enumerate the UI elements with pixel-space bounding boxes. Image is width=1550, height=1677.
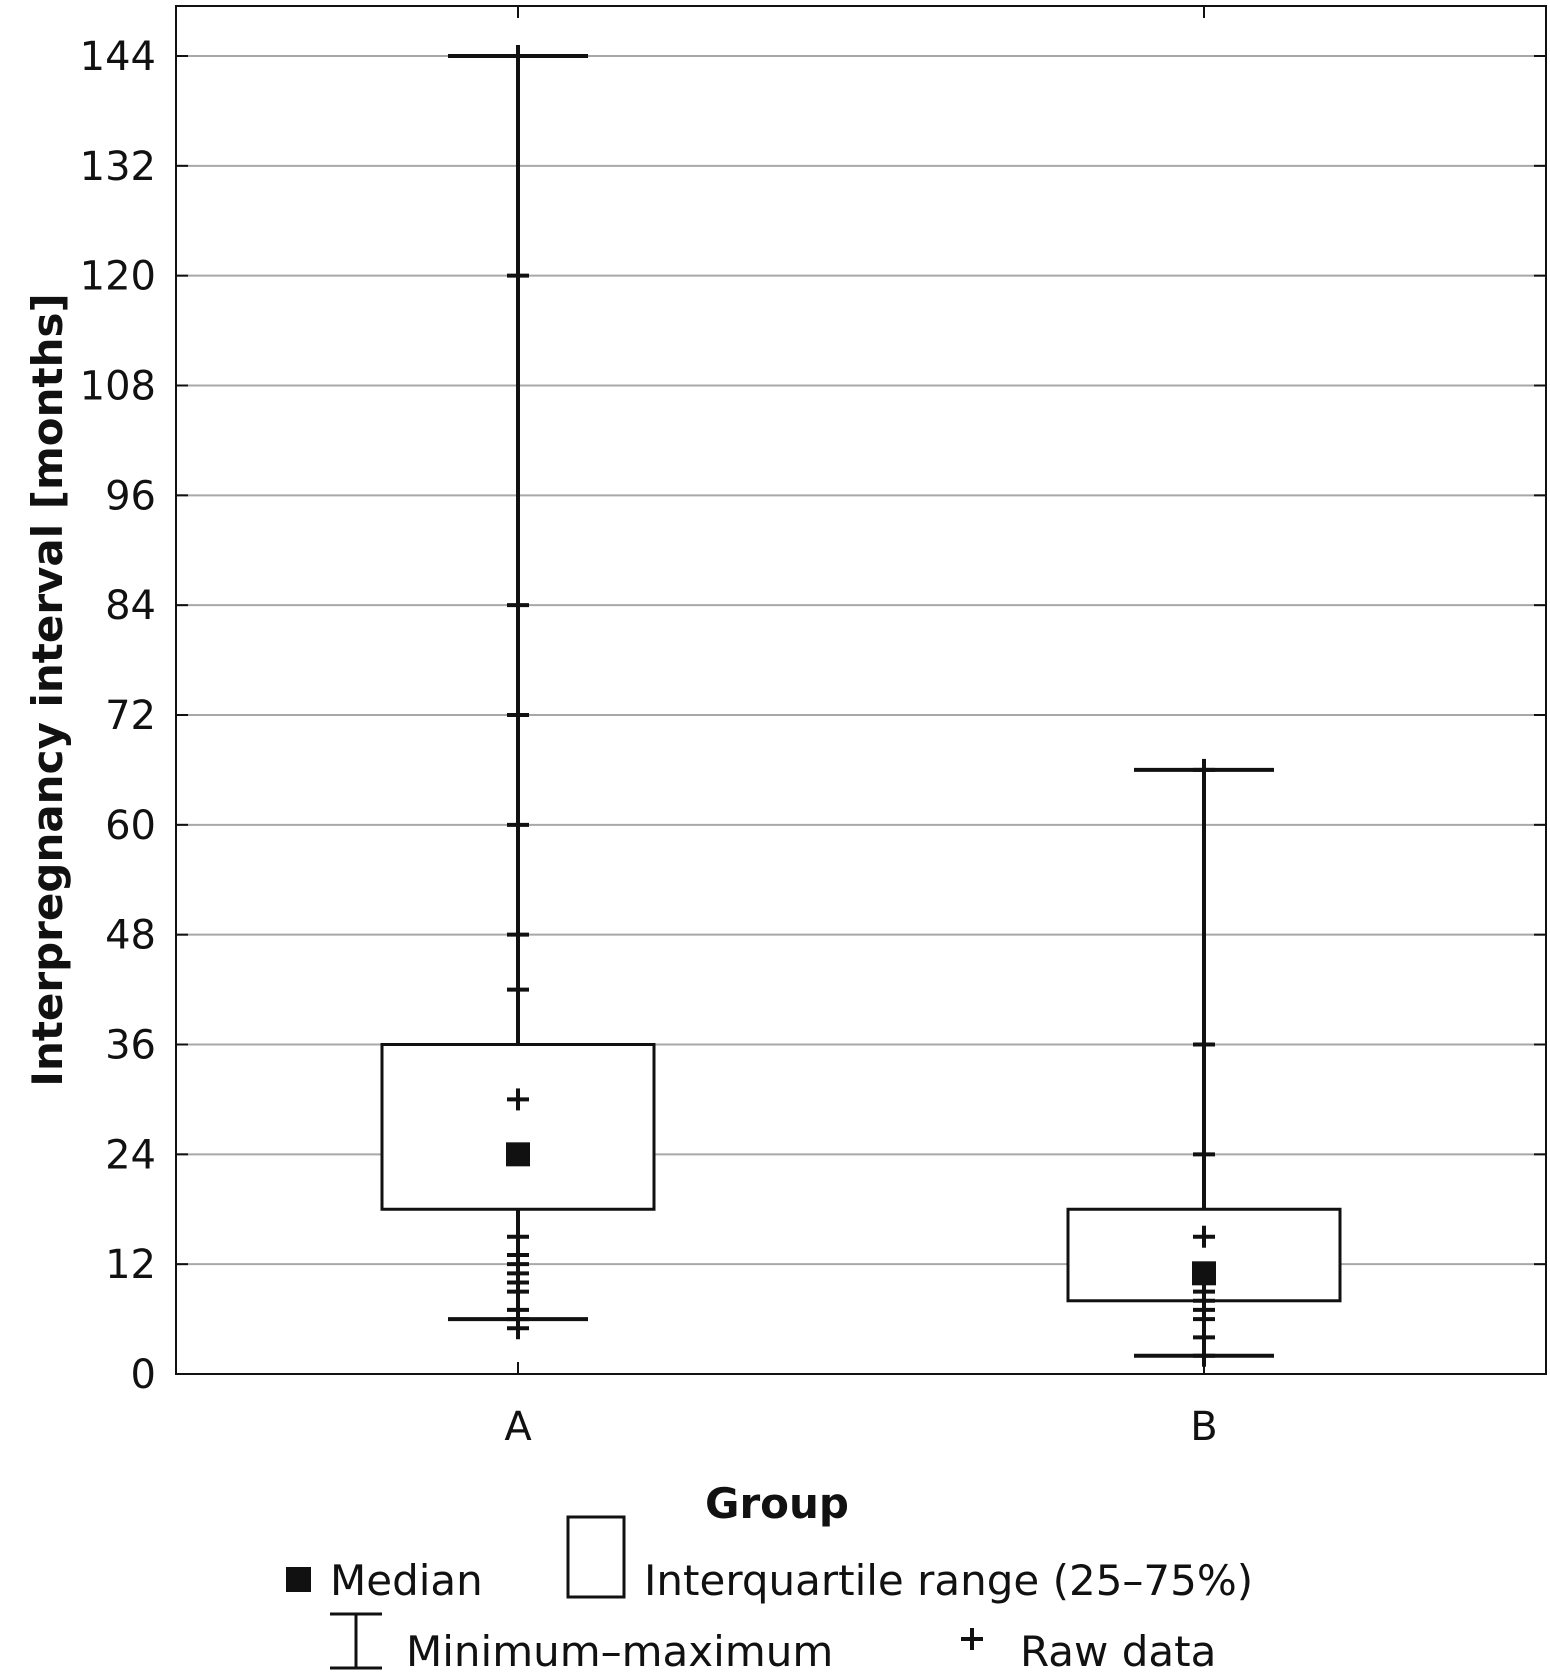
raw-data-point [507,594,529,617]
legend-iqr-label: Interquartile range (25–75%) [644,1556,1253,1605]
x-tick-label: B [1190,1404,1217,1450]
raw-data-point [507,923,529,946]
y-tick-label: 24 [105,1132,156,1178]
legend-median-swatch [286,1567,311,1592]
y-tick-label: 120 [80,254,156,300]
raw-data-point [507,264,529,287]
box-group-a [380,45,656,1340]
y-tick-label: 60 [105,803,156,849]
y-tick-label: 144 [80,34,156,80]
legend-median-label: Median [330,1556,483,1605]
y-tick-label: 132 [80,144,156,190]
iqr-box [380,1043,656,1211]
legend-iqr-swatch [566,1515,626,1599]
y-tick-label: 0 [131,1352,156,1398]
y-tick-label: 72 [105,693,156,739]
legend: Median Interquartile range (25–75%) Mini… [286,1515,1253,1676]
legend-whisker-swatch [330,1612,382,1670]
raw-data-point [507,978,529,1001]
raw-data-point [1193,1225,1215,1248]
y-tick-label: 96 [105,473,156,519]
raw-data-point [507,45,529,67]
box-group-b [1066,758,1342,1367]
raw-data-point [1193,758,1215,781]
y-tick-label: 48 [105,913,156,959]
y-tick-label: 12 [105,1242,156,1288]
box-series [380,45,1342,1367]
y-tick-label: 108 [80,364,156,410]
raw-data-point [1193,1143,1215,1166]
legend-minmax-label: Minimum–maximum [406,1627,833,1676]
raw-data-point [507,813,529,836]
median-marker [1192,1261,1216,1286]
y-axis: 0 12 24 36 48 60 72 84 96 108 120 132 144 [80,34,1546,1398]
raw-data-point [507,1225,529,1248]
y-tick-label: 84 [105,583,156,629]
x-tick-label: A [504,1404,532,1450]
legend-raw-label: Raw data [1020,1627,1216,1676]
median-marker [506,1142,530,1167]
x-axis-title: Group [705,1479,849,1528]
y-tick-label: 36 [105,1023,156,1069]
legend-raw-swatch [961,1628,983,1650]
raw-data-point [507,1088,529,1111]
raw-data-point [1193,1033,1215,1056]
plot-frame [175,5,1547,1375]
raw-data-point [507,704,529,726]
y-axis-title: Interpregnancy interval [months] [23,293,72,1086]
